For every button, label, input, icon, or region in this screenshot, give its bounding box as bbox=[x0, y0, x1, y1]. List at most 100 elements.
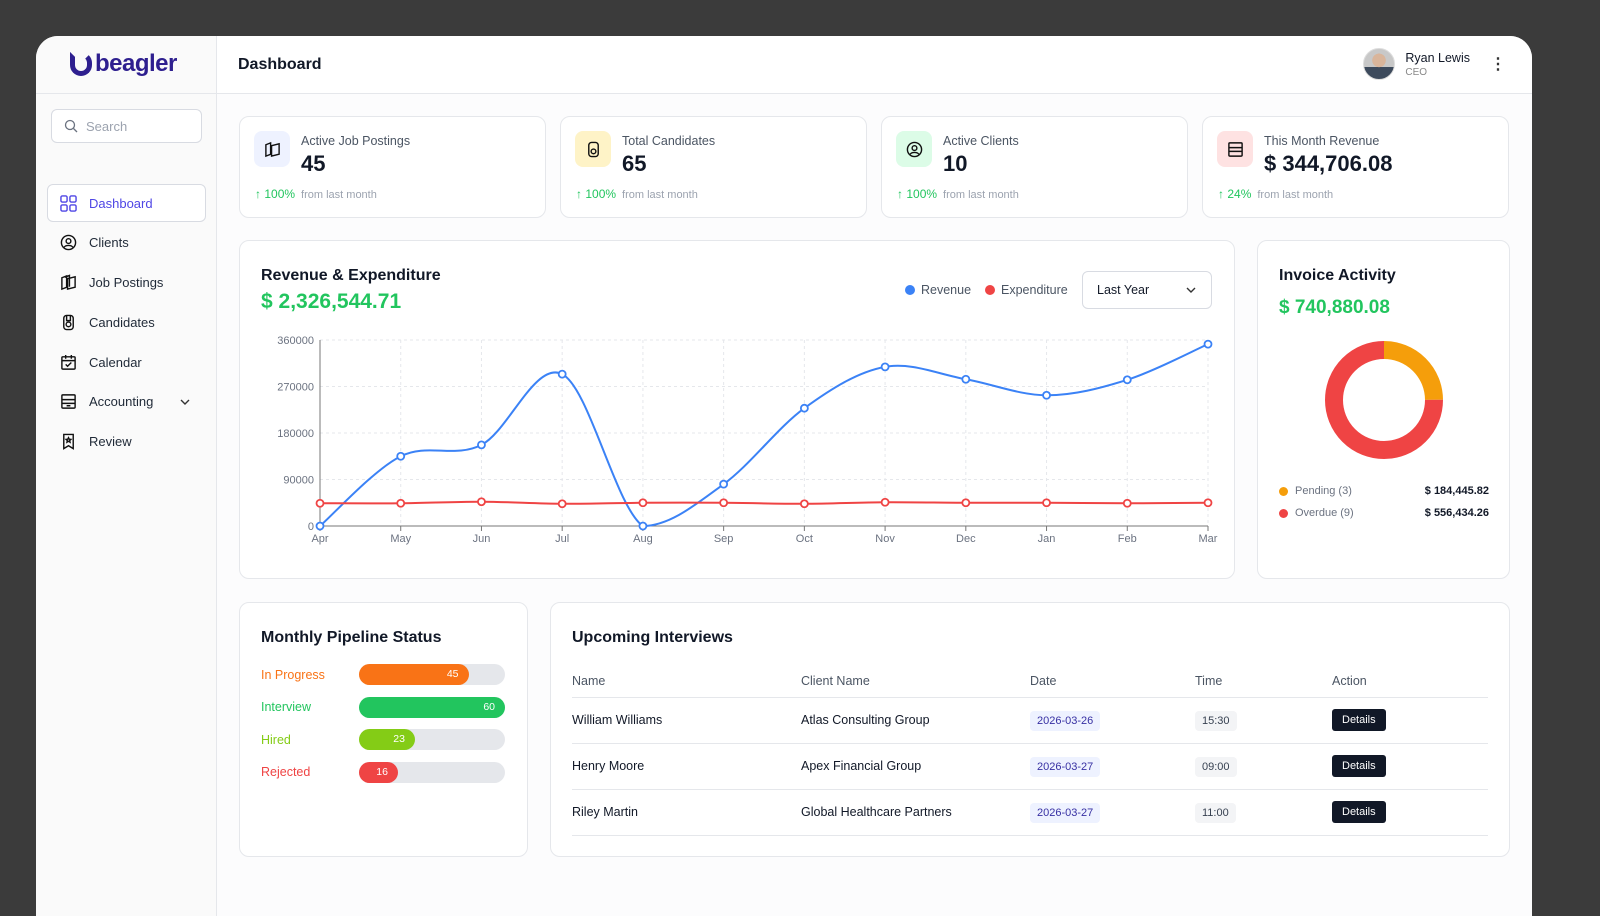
user-circle-icon bbox=[60, 235, 77, 251]
invoice-legend: Pending (3) $ 184,445.82 Overdue (9) $ 556… bbox=[1279, 480, 1489, 524]
stat-change-note: from last month bbox=[622, 189, 698, 201]
column-header: Client Name bbox=[801, 665, 1030, 698]
sidebar-item-clients[interactable]: Clients bbox=[47, 224, 206, 262]
date-chip: 2026-03-27 bbox=[1030, 803, 1101, 823]
legend-pending: Pending (3) $ 184,445.82 bbox=[1279, 480, 1489, 502]
sidebar-item-label: Review bbox=[89, 434, 132, 450]
cell-name: Henry Moore bbox=[572, 743, 801, 790]
invoice-donut bbox=[1325, 341, 1443, 459]
chevron-down-icon[interactable] bbox=[179, 396, 191, 408]
column-header: Time bbox=[1195, 665, 1332, 698]
data-point bbox=[396, 451, 406, 461]
calendar-icon bbox=[61, 354, 76, 370]
data-point bbox=[880, 362, 890, 372]
sidebar-item-candidates[interactable]: Candidates bbox=[47, 303, 206, 341]
stat-card-clients: Active Clients 10 ↑ 100% from last month bbox=[881, 116, 1188, 218]
legend-expenditure[interactable]: Expenditure bbox=[985, 283, 1068, 297]
cell-name: William Williams bbox=[572, 697, 801, 744]
details-button[interactable]: Details bbox=[1332, 755, 1386, 777]
pipeline-title: Monthly Pipeline Status bbox=[261, 629, 442, 646]
divider bbox=[36, 93, 216, 94]
donut-slice bbox=[1325, 341, 1443, 459]
cell-time: 09:00 bbox=[1195, 743, 1332, 790]
data-point bbox=[719, 498, 729, 508]
x-tick-label: Feb bbox=[1118, 533, 1137, 545]
legend-label: Expenditure bbox=[1001, 283, 1068, 297]
revenue-title: Revenue & Expenditure bbox=[261, 267, 441, 284]
y-tick-label: 360000 bbox=[277, 335, 314, 347]
pipeline-track: 60 bbox=[359, 696, 505, 718]
revenue-card: Revenue & Expenditure $ 2,326,544.71 Rev… bbox=[239, 240, 1235, 579]
x-tick-label: Sep bbox=[714, 533, 734, 545]
x-tick-label: Nov bbox=[875, 533, 895, 545]
legend-dot bbox=[1279, 508, 1288, 518]
data-point bbox=[1122, 375, 1132, 385]
x-tick-label: Apr bbox=[311, 533, 328, 545]
user-circle-icon bbox=[896, 131, 932, 167]
cell-date: 2026-03-27 bbox=[1030, 743, 1195, 790]
column-header: Date bbox=[1030, 665, 1195, 698]
x-tick-label: May bbox=[390, 533, 411, 545]
search-icon bbox=[64, 119, 78, 133]
legend-amount: $ 184,445.82 bbox=[1424, 485, 1489, 497]
invoice-card: Invoice Activity $ 740,880.08 Pending (3… bbox=[1257, 240, 1510, 579]
stat-label: This Month Revenue bbox=[1264, 134, 1380, 148]
pipeline-label: Interview bbox=[261, 700, 312, 714]
cell-date: 2026-03-26 bbox=[1030, 697, 1195, 744]
sidebar-item-label: Calendar bbox=[89, 354, 142, 370]
pipeline-label: Rejected bbox=[261, 765, 311, 779]
bookmark-icon bbox=[63, 433, 74, 451]
pipeline-track: 45 bbox=[359, 664, 505, 685]
app-window: beagler Search Dashboard Clients Job Pos… bbox=[36, 36, 1532, 916]
sidebar-item-accounting[interactable]: Accounting bbox=[47, 383, 206, 421]
data-point bbox=[315, 521, 325, 531]
pipeline-label: Hired bbox=[261, 732, 291, 747]
x-tick-label: Aug bbox=[633, 533, 653, 545]
x-tick-label: Mar bbox=[1199, 533, 1218, 545]
stat-value: 45 bbox=[301, 151, 326, 176]
table-header: Name Client Name Date Time Action bbox=[572, 665, 1488, 698]
y-tick-label: 90000 bbox=[283, 475, 314, 487]
data-point bbox=[1203, 339, 1213, 349]
more-vertical-icon[interactable]: ⋮ bbox=[1490, 56, 1506, 73]
stat-card-candidates: Total Candidates 65 ↑ 100% from last mont… bbox=[560, 116, 867, 218]
pipeline-card: Monthly Pipeline Status In Progress 45 In… bbox=[239, 602, 528, 857]
logo[interactable]: beagler bbox=[70, 50, 177, 78]
legend-revenue[interactable]: Revenue bbox=[905, 283, 971, 297]
avatar bbox=[1363, 48, 1396, 80]
period-select[interactable]: Last Year bbox=[1082, 271, 1212, 309]
pipeline-bar: 60 bbox=[359, 696, 505, 718]
x-tick-label: Jun bbox=[473, 533, 491, 545]
sidebar-item-calendar[interactable]: Calendar bbox=[47, 343, 206, 381]
y-tick-label: 270000 bbox=[277, 382, 314, 394]
pipeline-bar: 23 bbox=[359, 729, 415, 750]
stat-change: ↑ 100% from last month bbox=[897, 187, 1019, 201]
invoice-total: $ 740,880.08 bbox=[1279, 297, 1390, 318]
data-point bbox=[961, 374, 971, 384]
layers-icon bbox=[254, 131, 290, 167]
details-button[interactable]: Details bbox=[1332, 801, 1386, 823]
stat-change-note: from last month bbox=[1257, 189, 1334, 201]
date-chip: 2026-03-26 bbox=[1030, 711, 1101, 731]
stat-card-revenue: This Month Revenue $ 344,706.08 ↑ 24% fro… bbox=[1202, 116, 1509, 218]
stat-value: 10 bbox=[943, 151, 968, 176]
data-point bbox=[719, 479, 729, 489]
stat-change-value: 24% bbox=[1227, 187, 1252, 201]
badge-icon bbox=[575, 131, 611, 167]
details-button[interactable]: Details bbox=[1332, 709, 1386, 731]
sidebar-item-job-postings[interactable]: Job Postings bbox=[47, 264, 206, 302]
cell-time: 11:00 bbox=[1195, 789, 1332, 836]
chevron-down-icon bbox=[1186, 287, 1196, 293]
user-menu[interactable]: Ryan Lewis CEO ⋮ bbox=[1363, 48, 1506, 80]
column-header: Action bbox=[1332, 665, 1488, 698]
stat-change-note: from last month bbox=[301, 189, 377, 201]
sidebar-item-dashboard[interactable]: Dashboard bbox=[47, 184, 206, 222]
x-tick-label: Jul bbox=[555, 533, 569, 545]
column-header: Name bbox=[572, 665, 801, 698]
time-chip: 15:30 bbox=[1195, 711, 1237, 731]
data-point bbox=[557, 369, 567, 379]
stat-card-job-postings: Active Job Postings 45 ↑ 100% from last m… bbox=[239, 116, 546, 218]
search-input[interactable]: Search bbox=[51, 109, 202, 143]
sidebar-item-review[interactable]: Review bbox=[47, 423, 206, 461]
stat-change: ↑ 100% from last month bbox=[576, 187, 698, 201]
